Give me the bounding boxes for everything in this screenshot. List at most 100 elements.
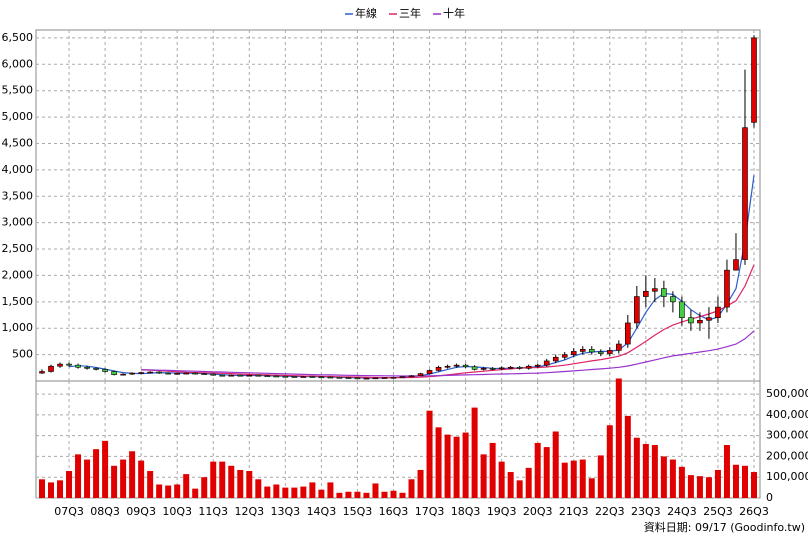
volume-bar [75, 454, 82, 498]
candle-body [102, 369, 108, 372]
candle-body [372, 377, 379, 380]
candle-body [480, 368, 487, 370]
volume-bar [192, 488, 199, 498]
candle-body [282, 375, 289, 378]
candle-body [354, 377, 361, 380]
volume-bar [336, 492, 343, 498]
candle-body [751, 37, 757, 123]
volume-panel [35, 380, 761, 499]
candle-body [444, 365, 451, 368]
candle-body [183, 372, 190, 375]
y-tick-label: 3,000 [2, 216, 34, 229]
y-tick-label: 1,000 [2, 321, 34, 334]
volume-bar [642, 443, 649, 498]
volume-bar [633, 437, 640, 498]
candle-body [237, 374, 244, 377]
volume-bar [327, 482, 334, 498]
volume-bar [93, 449, 100, 498]
x-tick-label: 18Q3 [451, 505, 481, 518]
candle-body [75, 364, 81, 368]
candle-body [534, 364, 541, 367]
x-tick-label: 12Q3 [234, 505, 264, 518]
volume-bar [570, 460, 577, 498]
footnote: 資料日期: 09/17 (Goodinfo.tw) [644, 520, 805, 534]
volume-bar [669, 459, 676, 498]
volume-bar [453, 436, 460, 498]
volume-bar [444, 434, 451, 498]
volume-bar [120, 459, 127, 498]
candle-body [156, 371, 162, 374]
candle-body [661, 288, 667, 297]
candle-body [426, 370, 433, 374]
legend-label: 年線 [355, 6, 377, 20]
volume-bar [435, 427, 442, 498]
candle-body [345, 377, 352, 379]
candle-body [588, 349, 595, 353]
volume-bar [417, 469, 424, 498]
candle-body [48, 365, 54, 372]
candle-body [715, 306, 721, 318]
volume-bar [705, 477, 712, 498]
volume-bar [111, 465, 118, 498]
candle-body [66, 363, 72, 366]
volume-bar [534, 442, 541, 498]
volume-bar [408, 479, 415, 498]
y-tick-label: 5,500 [2, 84, 34, 97]
candle-body [616, 343, 622, 351]
candle-body [336, 377, 343, 379]
volume-bar [687, 475, 694, 498]
candle-body [733, 259, 739, 271]
x-tick-label: 07Q3 [54, 505, 84, 518]
volume-bar [219, 461, 226, 498]
volume-bar [516, 480, 523, 498]
volume-bar [255, 479, 262, 498]
volume-bar [57, 480, 64, 498]
candle-body [390, 377, 397, 379]
y-tick-label: 6,500 [2, 31, 34, 44]
volume-bar [381, 491, 388, 498]
volume-bar [489, 442, 496, 498]
volume-bar [597, 455, 604, 498]
legend-label: 三年 [399, 6, 421, 20]
candle-body [255, 374, 262, 377]
y-tick-label: 4,000 [2, 163, 34, 176]
candle-body [165, 372, 171, 375]
candle-body [597, 351, 604, 354]
candle-body [606, 350, 613, 354]
volume-bar [660, 456, 667, 498]
candle-body [706, 317, 712, 321]
candle-body [381, 377, 388, 379]
volume-bar [390, 490, 397, 498]
volume-bar [561, 462, 568, 498]
y-tick-label: 1,500 [2, 295, 34, 308]
x-tick-label: 19Q3 [487, 505, 517, 518]
x-tick-label: 16Q3 [379, 505, 409, 518]
volume-bar [210, 461, 217, 498]
y2-tick-label: 100,000 [766, 470, 808, 483]
volume-bar [543, 447, 550, 498]
volume-bar [102, 440, 109, 498]
y2-tick-label: 400,000 [766, 408, 808, 421]
volume-bar [174, 484, 181, 498]
candle-body [498, 367, 505, 370]
candle-body [300, 376, 307, 378]
candle-body [724, 269, 730, 308]
candle-body [210, 373, 217, 376]
candle-body [742, 127, 748, 260]
volume-bar [354, 491, 361, 498]
volume-bar [714, 469, 721, 498]
volume-bar [615, 378, 622, 498]
x-tick-label: 13Q3 [271, 505, 301, 518]
volume-bar [507, 472, 514, 498]
y-tick-label: 2,500 [2, 242, 34, 255]
volume-bar [318, 489, 325, 498]
candle-body [318, 376, 325, 379]
candle-body [697, 320, 703, 324]
x-tick-label: 26Q3 [739, 505, 769, 518]
candle-body [174, 373, 180, 375]
volume-bar [165, 485, 172, 498]
candle-body [679, 301, 685, 318]
volume-bar [696, 476, 703, 498]
volume-bar [723, 445, 730, 498]
volume-bar [228, 465, 235, 498]
